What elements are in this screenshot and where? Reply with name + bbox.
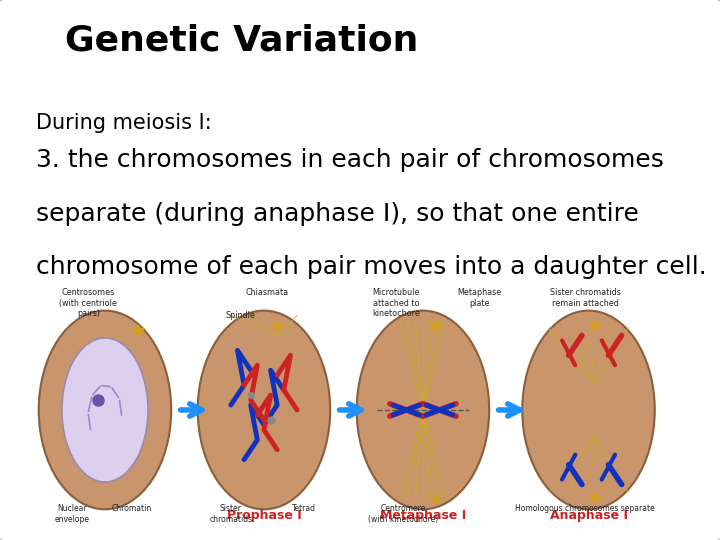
Text: Centromere
(with kinetochore): Centromere (with kinetochore)	[368, 504, 438, 524]
Text: chromosome of each pair moves into a daughter cell.: chromosome of each pair moves into a dau…	[36, 255, 707, 279]
Text: Chiasmata: Chiasmata	[246, 288, 289, 297]
Text: Microtubule
attached to
kinetochore: Microtubule attached to kinetochore	[372, 288, 420, 318]
Text: separate (during anaphase I), so that one entire: separate (during anaphase I), so that on…	[36, 202, 639, 226]
Text: Spindle: Spindle	[226, 310, 256, 320]
Ellipse shape	[198, 310, 330, 509]
Text: Metaphase
plate: Metaphase plate	[457, 288, 501, 308]
Text: Nuclear
envelope: Nuclear envelope	[54, 504, 89, 524]
Ellipse shape	[62, 338, 148, 482]
Text: Sister chromatids
remain attached: Sister chromatids remain attached	[550, 288, 621, 308]
Text: Anaphase I: Anaphase I	[549, 509, 628, 522]
Text: Metaphase I: Metaphase I	[380, 509, 466, 522]
Text: During meiosis I:: During meiosis I:	[36, 113, 212, 133]
Text: Centrosomes
(with centriole
pairs): Centrosomes (with centriole pairs)	[60, 288, 117, 318]
Text: Chromatin: Chromatin	[112, 504, 152, 514]
Text: 3. the chromosomes in each pair of chromosomes: 3. the chromosomes in each pair of chrom…	[36, 148, 664, 172]
Text: Genetic Variation: Genetic Variation	[65, 24, 418, 58]
Ellipse shape	[39, 310, 171, 509]
Ellipse shape	[522, 310, 654, 509]
Text: Sister
chromatids: Sister chromatids	[210, 504, 253, 524]
Text: Tetrad: Tetrad	[292, 504, 315, 514]
Text: Prophase I: Prophase I	[227, 509, 302, 522]
Text: Homologous chromosomes separate: Homologous chromosomes separate	[516, 504, 655, 514]
Ellipse shape	[356, 310, 489, 509]
